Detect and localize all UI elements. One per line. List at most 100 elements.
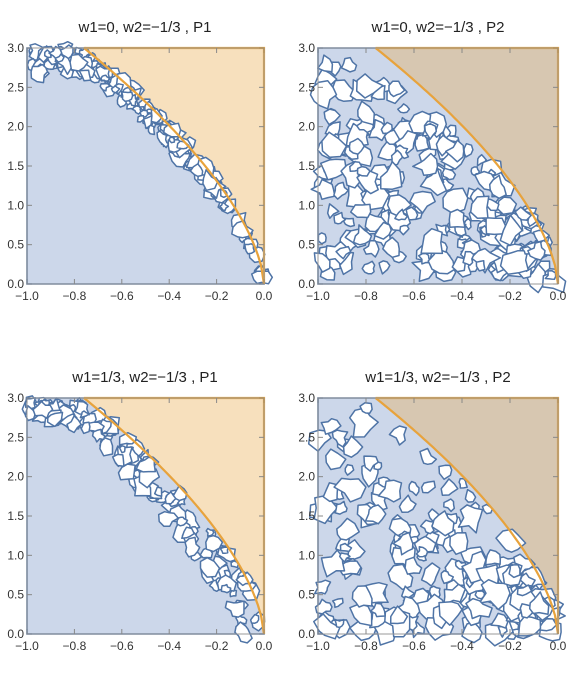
fragment-hole xyxy=(420,227,444,255)
fragment-hole xyxy=(339,542,353,553)
fragment-hole xyxy=(323,108,341,126)
y-tick-label: 1.0 xyxy=(7,198,24,212)
y-tick-label: 1.0 xyxy=(298,548,315,562)
fragment-hole xyxy=(451,256,466,273)
fragment-hole xyxy=(478,578,511,611)
fragment-hole xyxy=(120,91,134,103)
fragment-hole xyxy=(465,597,493,620)
fragment-hole xyxy=(398,494,417,513)
fragment-field xyxy=(307,401,566,647)
x-tick-label: −0.8 xyxy=(63,289,87,303)
fragment-hole xyxy=(377,479,403,503)
x-tick-label: −0.6 xyxy=(402,639,426,653)
fragment-hole xyxy=(485,217,507,236)
fragment-hole xyxy=(399,224,410,236)
y-tick-label: 1.5 xyxy=(298,509,315,523)
fragment-hole xyxy=(320,549,346,578)
fragment-hole xyxy=(314,598,333,615)
fragment-hole xyxy=(117,463,136,481)
fragment-hole xyxy=(343,217,356,228)
fragment-hole xyxy=(528,591,550,615)
fragment-hole xyxy=(32,400,54,420)
fragment-hole xyxy=(157,510,180,527)
y-tick-label: 3.0 xyxy=(7,391,24,405)
fragment-hole xyxy=(508,564,521,579)
boundary-curve xyxy=(374,47,560,285)
fragment-hole xyxy=(379,161,403,190)
chart-title: w1=1/3, w2=−1/3 , P1 xyxy=(71,369,218,386)
x-tick-label: −0.8 xyxy=(63,639,87,653)
x-tick-label: −0.8 xyxy=(354,289,378,303)
fragment-hole xyxy=(495,528,527,553)
y-tick-label: 0.0 xyxy=(298,277,315,291)
fragment-hole xyxy=(321,131,348,159)
fragment-hole xyxy=(464,488,477,503)
fragment-hole xyxy=(499,214,524,247)
fragment-hole xyxy=(326,203,340,219)
fragment-hole xyxy=(79,410,90,419)
fragment-hole xyxy=(443,498,456,513)
fragment-hole xyxy=(110,85,121,94)
fragment-hole xyxy=(423,122,438,140)
fragment-field xyxy=(309,54,567,294)
fragment-hole xyxy=(382,236,400,259)
fragment-hole xyxy=(488,174,507,200)
fragment-hole xyxy=(356,165,371,177)
x-tick-label: 0.0 xyxy=(256,289,273,303)
fragment-hole xyxy=(99,436,114,457)
fragment-hole xyxy=(164,491,177,505)
fragment-hole xyxy=(46,411,64,428)
fragment-hole xyxy=(202,169,219,192)
fragment-hole xyxy=(234,621,253,644)
x-tick-label: 0.0 xyxy=(550,289,567,303)
fragment-hole xyxy=(440,569,455,585)
fragment-hole xyxy=(168,136,176,144)
x-tick-label: −0.6 xyxy=(402,289,426,303)
fragment-hole xyxy=(333,477,367,503)
fragment-hole xyxy=(362,239,380,258)
y-tick-label: 1.0 xyxy=(7,548,24,562)
fragment-hole xyxy=(325,448,347,471)
fragment-hole xyxy=(340,56,358,73)
fragment-hole xyxy=(516,584,533,597)
x-tick-label: −0.4 xyxy=(157,639,181,653)
fragment-hole xyxy=(184,536,201,558)
fragment-hole xyxy=(333,181,350,200)
fragment-hole xyxy=(189,163,204,178)
fragment-hole xyxy=(420,562,441,587)
y-tick-label: 3.0 xyxy=(7,41,24,55)
fragment-hole xyxy=(224,600,245,618)
feasible-region-upper xyxy=(375,398,558,634)
y-tick-label: 1.5 xyxy=(7,159,24,173)
fragment-hole xyxy=(475,259,486,272)
boundary-curve xyxy=(374,397,560,635)
fragment-hole xyxy=(199,556,221,578)
fragment-hole xyxy=(147,124,156,136)
fragment-hole xyxy=(331,597,344,609)
fragment-hole xyxy=(355,73,384,99)
y-tick-label: 0.0 xyxy=(7,627,24,641)
y-tick-label: 2.5 xyxy=(298,80,315,94)
fragment-hole xyxy=(100,74,111,82)
fragment-hole xyxy=(412,152,439,176)
fragment-hole xyxy=(461,621,483,644)
fragment-hole xyxy=(150,107,163,124)
fragment-hole xyxy=(441,167,457,181)
fragment-hole xyxy=(344,464,355,476)
y-tick-label: 0.0 xyxy=(298,627,315,641)
fragment-hole xyxy=(415,545,429,558)
fragment-hole xyxy=(414,133,430,152)
chart-panel-top-left: −1.0 −0.8 −0.6 −0.4 −0.2 0.0 0.0 0.5 1.0 1.5 2.0 2.… xyxy=(7,19,274,303)
x-tick-label: −0.4 xyxy=(450,639,474,653)
fragment-hole xyxy=(373,221,392,240)
fragment-hole xyxy=(249,613,260,624)
chart-title: w1=1/3, w2=−1/3 , P2 xyxy=(364,369,511,386)
y-tick-label: 0.5 xyxy=(298,588,315,602)
y-tick-label: 2.5 xyxy=(7,430,24,444)
x-tick-label: −1.0 xyxy=(306,289,330,303)
fragment-hole xyxy=(440,478,459,496)
y-tick-label: 3.0 xyxy=(298,41,315,55)
fragment-hole xyxy=(438,464,453,481)
fragment-hole xyxy=(338,552,351,563)
